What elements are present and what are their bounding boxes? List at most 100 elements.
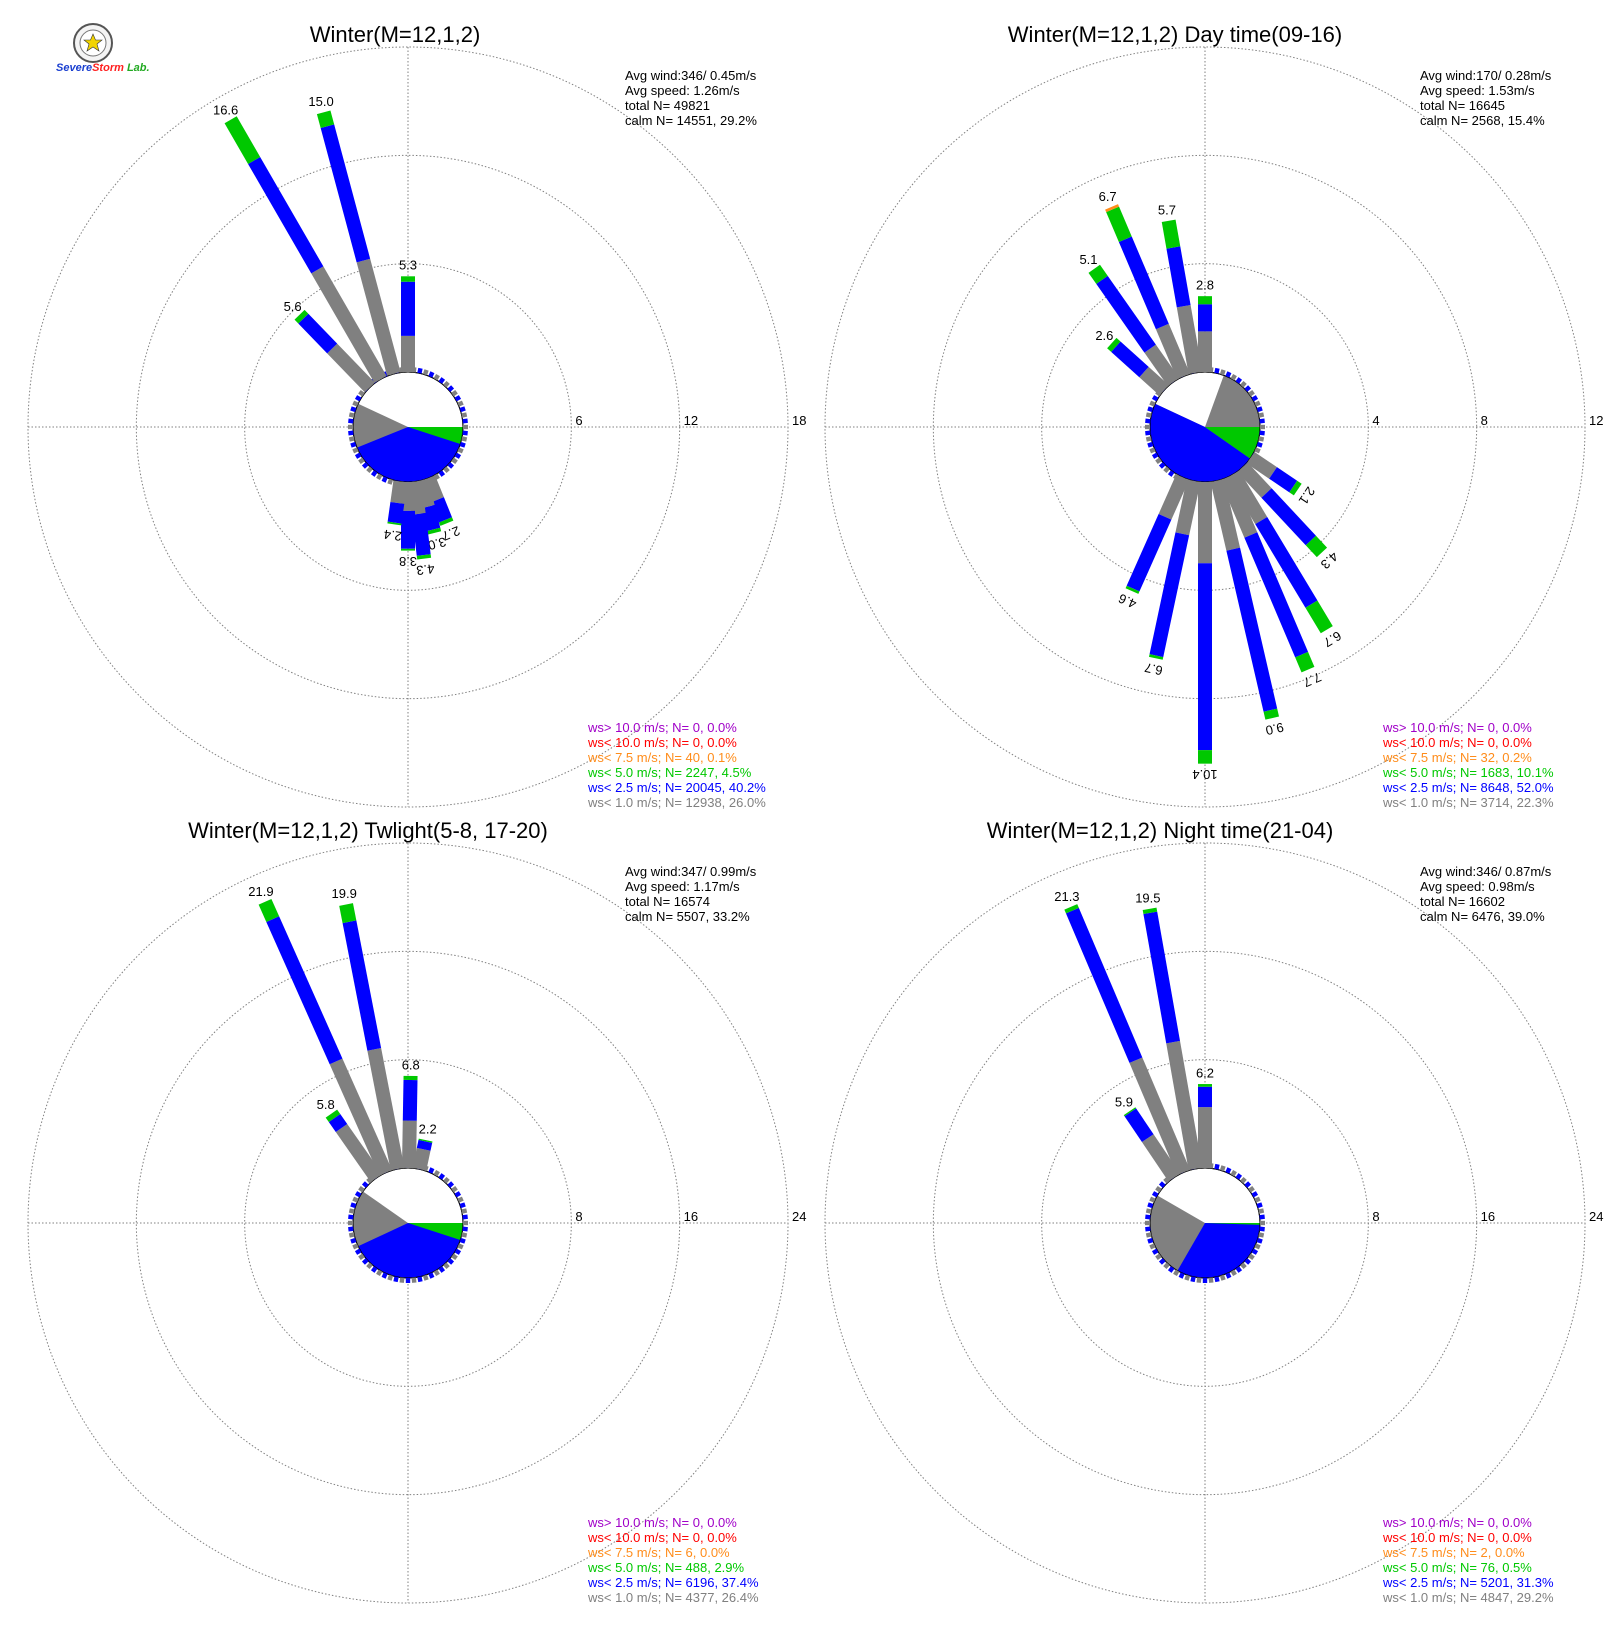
bar-segment-green	[339, 903, 357, 924]
small-direction-bar	[1158, 1258, 1166, 1265]
small-direction-bar	[1196, 1277, 1202, 1283]
small-direction-bar	[1145, 424, 1150, 430]
bar-segment-gray	[1210, 479, 1241, 551]
bar-value-label: 2.8	[1196, 278, 1214, 293]
small-direction-bar	[1258, 412, 1265, 418]
small-direction-bar	[1219, 369, 1226, 376]
lab-logo-text: SevereStorm Lab.	[56, 62, 150, 74]
legend-entry: ws< 7.5 m/s; N= 32, 0.2%	[1382, 750, 1532, 765]
small-direction-bar	[1259, 418, 1265, 424]
chart-title: Winter(M=12,1,2)	[310, 22, 481, 47]
legend-entry: ws< 1.0 m/s; N= 12938, 26.0%	[587, 795, 766, 810]
small-direction-bar	[451, 1253, 458, 1261]
stats-line: total N= 16645	[1420, 98, 1505, 113]
small-direction-bar	[461, 412, 468, 418]
small-direction-bar	[1244, 385, 1252, 392]
small-direction-bar	[405, 1278, 411, 1283]
small-direction-bar	[1235, 1266, 1243, 1273]
small-direction-bar	[1147, 441, 1154, 448]
small-direction-bar	[443, 466, 450, 474]
legend-entry: ws< 2.5 m/s; N= 5201, 31.3%	[1382, 1575, 1554, 1590]
small-direction-bar	[461, 1232, 468, 1238]
stats-line: Avg wind:346/ 0.87m/s	[1420, 864, 1552, 879]
bar-segment-green	[1064, 904, 1079, 914]
bar-segment-blue	[1261, 488, 1316, 546]
small-direction-bar	[1258, 1208, 1265, 1214]
legend-entry: ws< 10.0 m/s; N= 0, 0.0%	[587, 1530, 737, 1545]
bar-value-label: 5.3	[399, 258, 417, 273]
small-direction-bar	[462, 1214, 468, 1220]
small-direction-bar	[428, 371, 435, 378]
small-direction-bar	[417, 1276, 423, 1283]
bar-segment-gray	[1141, 1134, 1181, 1182]
small-direction-bar	[352, 1243, 359, 1250]
bar-value-label: 6.8	[402, 1057, 420, 1072]
bar-segment-blue	[1065, 907, 1143, 1063]
bar-segment-gray	[1139, 366, 1169, 396]
bar-segment-orange	[1105, 204, 1120, 213]
bar-segment-green	[224, 116, 261, 164]
bar-segment-blue	[1111, 341, 1149, 378]
stats-line: total N= 16602	[1420, 894, 1505, 909]
lab-seal-icon	[73, 23, 113, 63]
bar-value-label: 21.9	[248, 884, 273, 899]
small-direction-bar	[348, 424, 353, 430]
small-direction-bar	[1151, 395, 1159, 402]
small-direction-bar	[1158, 1181, 1166, 1188]
legend-entry: ws< 5.0 m/s; N= 2247, 4.5%	[587, 765, 752, 780]
small-direction-bar	[1240, 1262, 1247, 1270]
bar-segment-blue	[1198, 563, 1212, 751]
bar-value-label: 2.4	[383, 527, 403, 544]
small-direction-bar	[1145, 418, 1151, 424]
small-direction-bar	[1260, 1220, 1265, 1226]
small-direction-bar	[1251, 395, 1259, 402]
small-direction-bar	[428, 1167, 435, 1174]
bar-value-label: 2.2	[419, 1122, 437, 1137]
bar-segment-green	[416, 554, 432, 560]
small-direction-bar	[348, 418, 354, 424]
bar-segment-blue	[1149, 532, 1190, 658]
bar-segment-gray	[327, 343, 375, 393]
small-direction-bar	[387, 1274, 394, 1281]
small-direction-bar	[457, 447, 464, 454]
bar-segment-green	[1305, 600, 1333, 634]
calm-pie-green	[408, 427, 463, 444]
small-direction-bar	[1145, 1226, 1151, 1232]
legend-entry: ws< 5.0 m/s; N= 488, 2.9%	[587, 1560, 745, 1575]
bar-segment-green	[418, 1138, 433, 1143]
bar-segment-blue	[1126, 513, 1172, 592]
bar-value-label: 5.9	[1115, 1094, 1133, 1109]
bar-value-label: 5.6	[284, 299, 302, 314]
stats-line: total N= 49821	[625, 98, 710, 113]
bar-segment-blue	[401, 510, 415, 549]
small-direction-bar	[1225, 371, 1232, 378]
bar-segment-green	[1198, 750, 1212, 764]
bar-segment-gray	[367, 1048, 405, 1171]
bar-segment-gray	[1198, 1107, 1212, 1168]
small-direction-bar	[1230, 1169, 1237, 1177]
calm-pie-green	[408, 1223, 463, 1240]
bar-segment-green	[426, 527, 442, 535]
stats-line: calm N= 14551, 29.2%	[625, 113, 757, 128]
bar-segment-blue	[387, 501, 405, 524]
bar-segment-gray	[1155, 323, 1190, 380]
bar-segment-green	[1198, 1084, 1212, 1087]
small-direction-bar	[1158, 462, 1166, 469]
bar-segment-green	[401, 548, 415, 551]
bar-segment-gray	[335, 1124, 383, 1182]
bar-segment-blue	[342, 920, 382, 1051]
bar-segment-blue	[1166, 246, 1191, 308]
small-direction-bar	[1248, 389, 1255, 397]
small-direction-bar	[459, 441, 466, 448]
small-direction-bar	[350, 441, 357, 448]
small-direction-bar	[366, 1262, 373, 1270]
small-direction-bar	[1163, 1176, 1170, 1184]
legend-entry: ws< 2.5 m/s; N= 6196, 37.4%	[587, 1575, 759, 1590]
legend-entry: ws< 1.0 m/s; N= 4847, 29.2%	[1382, 1590, 1554, 1605]
ring-label: 18	[792, 413, 806, 428]
wind-rose-panel-4: Winter(M=12,1,2) Night time(21-04) 8 16 24 2…	[824, 818, 1603, 1605]
small-direction-bar	[454, 395, 462, 402]
small-direction-bar	[422, 1274, 429, 1281]
small-direction-bar	[1147, 1202, 1154, 1209]
